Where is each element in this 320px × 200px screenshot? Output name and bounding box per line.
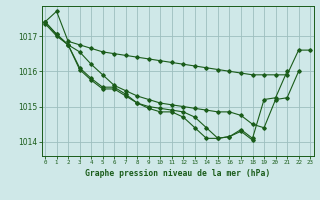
X-axis label: Graphe pression niveau de la mer (hPa): Graphe pression niveau de la mer (hPa) bbox=[85, 169, 270, 178]
